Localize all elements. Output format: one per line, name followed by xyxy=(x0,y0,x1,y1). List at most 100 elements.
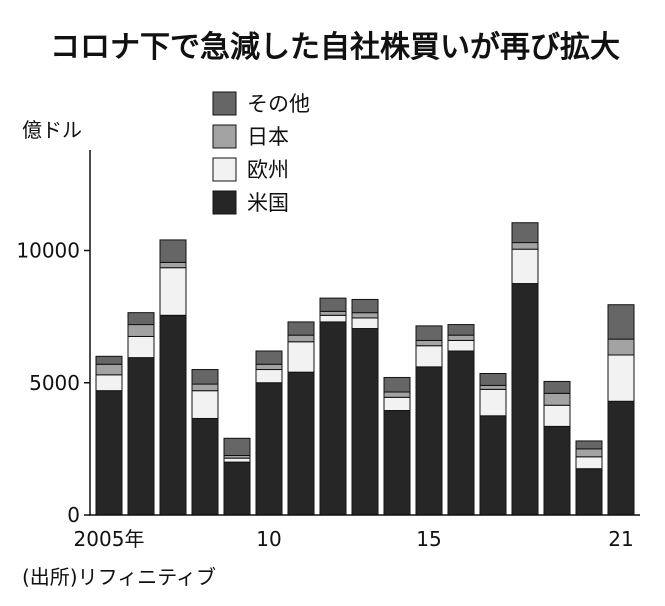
bar-segment-欧州-2010 xyxy=(255,369,283,384)
legend-item-japan: 日本 xyxy=(212,124,289,149)
legend-label-japan: 日本 xyxy=(247,125,289,149)
bar-segment-日本-2010 xyxy=(255,363,283,371)
bar-segment-その他-2005 xyxy=(95,355,123,365)
bar-segment-その他-2006 xyxy=(127,312,155,326)
bar-segment-欧州-2013 xyxy=(351,317,379,330)
bar-segment-米国-2018 xyxy=(511,283,539,516)
bar-segment-米国-2016 xyxy=(447,350,475,516)
bar-segment-その他-2010 xyxy=(255,350,283,365)
bar-segment-その他-2007 xyxy=(159,239,187,263)
bar-segment-米国-2020 xyxy=(575,468,603,516)
bar-stack-2013 xyxy=(351,298,379,516)
bar-segment-その他-2019 xyxy=(543,380,571,394)
bar-segment-米国-2010 xyxy=(255,382,283,516)
legend-label-us: 米国 xyxy=(247,191,289,215)
legend-swatch-europe xyxy=(212,157,237,182)
y-tick-label: 5000 xyxy=(29,371,80,395)
bar-segment-日本-2016 xyxy=(447,334,475,341)
bar-segment-欧州-2007 xyxy=(159,267,187,316)
bar-segment-米国-2019 xyxy=(543,425,571,516)
bar-segment-その他-2021 xyxy=(607,304,635,340)
bar-stack-2019 xyxy=(543,380,571,516)
bar-segment-欧州-2006 xyxy=(127,335,155,359)
y-tick-label: 10000 xyxy=(16,239,80,263)
bar-segment-日本-2018 xyxy=(511,242,539,250)
bar-stack-2011 xyxy=(287,321,315,516)
bar-stack-2015 xyxy=(415,325,443,516)
x-tick-label: 10 xyxy=(256,527,281,551)
bar-segment-その他-2017 xyxy=(479,372,507,386)
bar-segment-その他-2009 xyxy=(223,437,251,456)
bar-stack-2021 xyxy=(607,304,635,516)
bar-segment-米国-2005 xyxy=(95,390,123,516)
bar-segment-米国-2014 xyxy=(383,410,411,516)
y-tick-label: 0 xyxy=(67,503,80,527)
bar-segment-日本-2015 xyxy=(415,339,443,347)
y-axis-unit-label: 億ドル xyxy=(22,118,82,142)
bar-segment-欧州-2019 xyxy=(543,404,571,427)
bar-stack-2017 xyxy=(479,372,507,516)
bar-segment-日本-2008 xyxy=(191,383,219,392)
bar-segment-米国-2015 xyxy=(415,366,443,516)
bar-segment-欧州-2018 xyxy=(511,248,539,285)
bar-segment-日本-2011 xyxy=(287,334,315,343)
bar-segment-米国-2009 xyxy=(223,461,251,516)
bar-segment-米国-2007 xyxy=(159,314,187,516)
bar-stack-2014 xyxy=(383,376,411,516)
bar-stack-2020 xyxy=(575,440,603,516)
bar-segment-日本-2013 xyxy=(351,312,379,319)
bar-segment-その他-2014 xyxy=(383,376,411,393)
bar-segment-日本-2005 xyxy=(95,363,123,376)
source-note: (出所)リフィニティブ xyxy=(22,565,216,589)
bar-stack-2006 xyxy=(127,312,155,516)
bar-segment-欧州-2017 xyxy=(479,388,507,417)
bar-segment-欧州-2014 xyxy=(383,396,411,412)
bar-stack-2012 xyxy=(319,297,347,516)
bar-segment-米国-2011 xyxy=(287,371,315,516)
legend-swatch-us xyxy=(212,190,237,215)
bar-stack-2005 xyxy=(95,355,123,516)
bar-stack-2016 xyxy=(447,324,475,516)
bar-segment-米国-2006 xyxy=(127,357,155,516)
bar-segment-米国-2021 xyxy=(607,400,635,516)
bar-segment-米国-2008 xyxy=(191,417,219,516)
bar-stack-2008 xyxy=(191,369,219,516)
bar-segment-欧州-2021 xyxy=(607,354,635,402)
bar-segment-欧州-2009 xyxy=(223,457,251,463)
legend-label-europe: 欧州 xyxy=(247,158,289,182)
chart-title: コロナ下で急減した自社株買いが再び拡大 xyxy=(50,30,620,65)
bar-segment-その他-2012 xyxy=(319,297,347,312)
bar-segment-その他-2018 xyxy=(511,222,539,244)
legend: その他 日本 欧州 米国 xyxy=(212,91,310,215)
bar-segment-日本-2012 xyxy=(319,310,347,316)
legend-swatch-japan xyxy=(212,124,237,149)
legend-item-other: その他 xyxy=(212,91,310,116)
bar-segment-その他-2015 xyxy=(415,325,443,341)
x-tick-label: 15 xyxy=(416,527,441,551)
bar-segment-米国-2013 xyxy=(351,328,379,516)
bar-segment-日本-2020 xyxy=(575,448,603,458)
bar-segment-欧州-2016 xyxy=(447,339,475,352)
bar-segment-日本-2006 xyxy=(127,324,155,337)
bar-segment-米国-2012 xyxy=(319,321,347,516)
bar-segment-その他-2013 xyxy=(351,298,379,314)
x-tick-label: 2005年 xyxy=(74,527,145,551)
bar-segment-その他-2011 xyxy=(287,321,315,336)
bar-segment-欧州-2012 xyxy=(319,314,347,323)
bar-segment-米国-2017 xyxy=(479,415,507,516)
plot-area: 0 5000 10000 2005年 10 15 21 xyxy=(16,150,640,551)
x-tick-label: 21 xyxy=(608,527,633,551)
legend-swatch-other xyxy=(212,91,237,116)
bar-segment-欧州-2011 xyxy=(287,341,315,373)
bar-segment-その他-2008 xyxy=(191,369,219,385)
bar-segment-欧州-2005 xyxy=(95,374,123,392)
bar-segment-日本-2017 xyxy=(479,384,507,390)
legend-item-us: 米国 xyxy=(212,190,289,215)
bar-segment-その他-2020 xyxy=(575,440,603,450)
bar-segment-欧州-2015 xyxy=(415,345,443,368)
bar-stack-2007 xyxy=(159,239,187,516)
bar-stack-2009 xyxy=(223,437,251,516)
bar-segment-日本-2019 xyxy=(543,392,571,406)
legend-item-europe: 欧州 xyxy=(212,157,289,182)
